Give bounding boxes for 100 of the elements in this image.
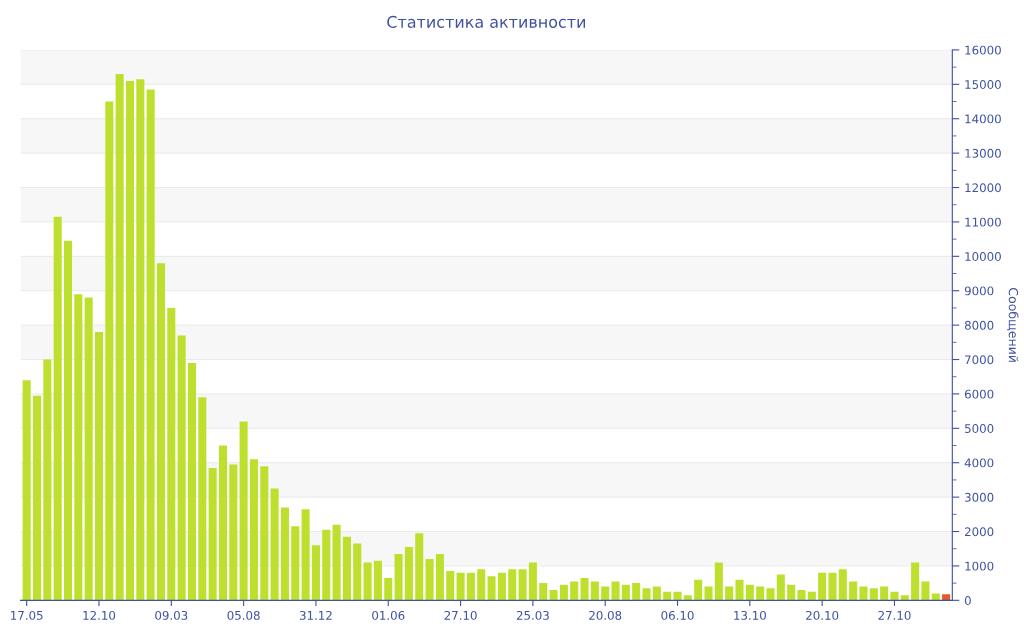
bar bbox=[714, 562, 723, 601]
x-tick-label: 27.10 bbox=[878, 610, 911, 620]
chart-title: Статистика активности bbox=[387, 15, 586, 28]
bar bbox=[415, 533, 424, 601]
bar bbox=[187, 362, 196, 601]
bar bbox=[74, 294, 83, 601]
y-tick-label: 7000 bbox=[965, 355, 994, 365]
bar bbox=[559, 584, 568, 601]
bar bbox=[735, 579, 744, 601]
bar bbox=[342, 536, 351, 601]
bar bbox=[766, 588, 775, 601]
bar bbox=[704, 586, 713, 601]
bar bbox=[570, 581, 579, 601]
y-tick-label: 13000 bbox=[965, 148, 1001, 158]
x-tick-label: 31.12 bbox=[299, 610, 332, 620]
bar bbox=[921, 581, 930, 601]
bar bbox=[177, 335, 186, 601]
bar bbox=[818, 572, 827, 601]
y-tick-label: 1000 bbox=[965, 561, 994, 571]
bar bbox=[94, 332, 104, 601]
bar bbox=[869, 588, 878, 601]
bar bbox=[756, 586, 765, 601]
x-tick-label: 09.03 bbox=[155, 610, 188, 620]
bar bbox=[125, 80, 135, 601]
bar bbox=[725, 586, 734, 601]
bar bbox=[797, 590, 806, 601]
bar bbox=[477, 569, 486, 601]
bar bbox=[745, 584, 754, 601]
bar bbox=[942, 594, 951, 601]
bar bbox=[580, 577, 589, 601]
bar bbox=[156, 263, 166, 601]
bar bbox=[508, 569, 517, 601]
y-tick-label: 4000 bbox=[964, 458, 994, 468]
bar bbox=[291, 526, 300, 601]
bar bbox=[435, 553, 444, 601]
bar bbox=[807, 591, 816, 601]
bar bbox=[384, 577, 393, 601]
bar bbox=[301, 509, 310, 601]
x-tick-label: 17.05 bbox=[11, 610, 43, 620]
bar bbox=[456, 572, 465, 601]
bar bbox=[146, 89, 155, 601]
bar bbox=[115, 74, 124, 601]
bar bbox=[642, 588, 651, 601]
x-tick-label: 27.10 bbox=[444, 610, 477, 620]
bar bbox=[322, 529, 331, 601]
bar bbox=[249, 459, 258, 601]
bar bbox=[859, 586, 868, 601]
bar bbox=[208, 467, 217, 601]
y-tick-label: 15000 bbox=[965, 80, 1001, 89]
y-axis-title: Сообщений bbox=[1007, 288, 1019, 362]
bar bbox=[53, 216, 62, 601]
bar bbox=[404, 547, 413, 601]
y-tick-label: 11000 bbox=[965, 217, 1001, 227]
bar bbox=[611, 581, 620, 601]
bar bbox=[931, 593, 940, 601]
bar bbox=[446, 571, 455, 601]
bar bbox=[167, 307, 176, 601]
x-tick-label: 05.08 bbox=[227, 610, 260, 620]
bar bbox=[590, 581, 599, 601]
bar bbox=[280, 507, 289, 601]
y-tick-label: 0 bbox=[964, 596, 971, 605]
x-tick-label: 20.08 bbox=[589, 610, 622, 620]
bar bbox=[539, 583, 548, 601]
bar bbox=[663, 591, 672, 601]
bar bbox=[260, 466, 269, 601]
x-tick-label: 06.10 bbox=[661, 610, 694, 620]
bar bbox=[880, 586, 889, 601]
y-tick-label: 3000 bbox=[965, 492, 994, 502]
x-tick-label: 13.10 bbox=[734, 610, 766, 620]
y-tick-label: 6000 bbox=[964, 389, 994, 399]
x-tick-label: 01.06 bbox=[372, 610, 405, 620]
bar bbox=[528, 562, 537, 601]
y-tick-label: 9000 bbox=[964, 286, 994, 296]
bar bbox=[849, 581, 858, 601]
bar bbox=[373, 560, 382, 601]
bar bbox=[632, 583, 641, 601]
bar bbox=[218, 445, 227, 601]
bar bbox=[229, 464, 238, 601]
bar bbox=[487, 576, 496, 601]
bar bbox=[394, 553, 403, 601]
bar bbox=[22, 380, 31, 601]
y-tick-label: 5000 bbox=[965, 424, 994, 433]
bar bbox=[900, 595, 909, 601]
bar bbox=[32, 395, 42, 601]
bar bbox=[911, 562, 920, 601]
bar bbox=[694, 579, 703, 601]
bar bbox=[363, 562, 372, 601]
y-tick-label: 12000 bbox=[965, 183, 1001, 193]
bar bbox=[332, 524, 341, 601]
bar bbox=[838, 569, 847, 601]
bar bbox=[84, 297, 93, 601]
y-tick-label: 16000 bbox=[965, 45, 1001, 55]
bar bbox=[828, 572, 837, 601]
x-tick-label: 12.10 bbox=[83, 610, 116, 620]
bar bbox=[105, 101, 114, 601]
bar bbox=[136, 79, 145, 601]
bar bbox=[353, 543, 362, 601]
bar bbox=[683, 595, 692, 601]
y-tick-label: 8000 bbox=[964, 320, 994, 330]
y-tick-label: 14000 bbox=[965, 114, 1001, 124]
